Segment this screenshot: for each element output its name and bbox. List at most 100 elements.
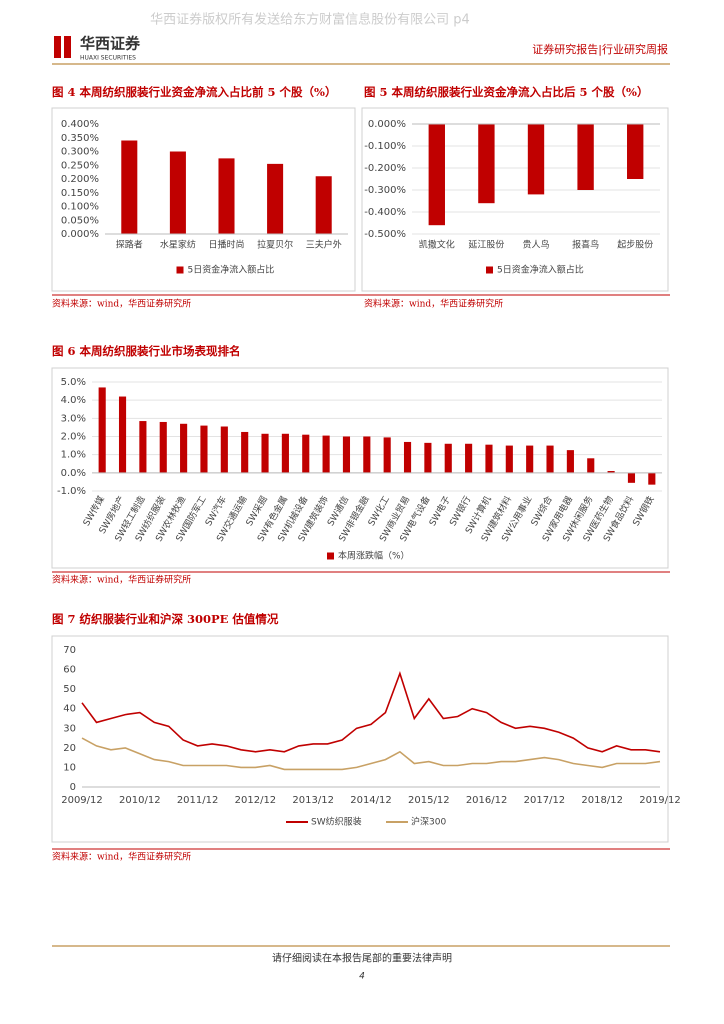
legend-label: 5日资金净流入额占比 <box>497 264 584 276</box>
y-tick-label: 70 <box>63 645 76 656</box>
bar <box>180 423 188 473</box>
x-tick-label: 水星家纺 <box>160 239 196 251</box>
bar <box>322 435 330 473</box>
chart-title: 图 6 本周纺织服装行业市场表现排名 <box>52 344 241 358</box>
y-tick-label: 1.0% <box>61 450 86 461</box>
x-tick-label: 贵人鸟 <box>522 239 549 251</box>
bar <box>587 458 595 473</box>
bar <box>169 151 186 234</box>
y-tick-label: 0.000% <box>61 229 99 240</box>
bar <box>566 450 574 473</box>
y-tick-label: 0.250% <box>61 160 99 171</box>
chart-title: 图 7 纺织服装行业和沪深 300PE 估值情况 <box>52 612 279 626</box>
watermark: 华西证券版权所有发送给东方财富信息股份有限公司 p4 <box>150 12 470 28</box>
legend-swatch <box>327 552 334 560</box>
x-tick-label: 2016/12 <box>466 795 508 806</box>
logo-icon <box>54 36 61 58</box>
x-tick-label: 日播时尚 <box>208 239 244 251</box>
bar <box>281 433 289 473</box>
x-tick-label: 2012/12 <box>235 795 277 806</box>
y-tick-label: 3.0% <box>61 413 86 424</box>
x-tick-label: 2015/12 <box>408 795 450 806</box>
bar <box>403 441 412 473</box>
x-tick-label: 2014/12 <box>350 795 392 806</box>
x-tick-label: 凯撒文化 <box>419 239 455 251</box>
source: 资料来源：wind，华西证券研究所 <box>52 851 191 863</box>
bar <box>139 421 147 473</box>
bar <box>342 436 351 473</box>
bar <box>526 445 534 473</box>
y-tick-label: 5.0% <box>61 377 86 388</box>
y-tick-label: 0.100% <box>61 202 99 213</box>
logo: 华西证券 <box>80 35 141 53</box>
line-series <box>81 737 661 771</box>
logo-icon <box>64 36 71 58</box>
bar <box>607 471 615 473</box>
legend-label: 5日资金净流入额占比 <box>188 264 275 276</box>
x-tick-label: 2011/12 <box>177 795 219 806</box>
y-tick-label: 0.050% <box>61 215 99 226</box>
y-tick-label: 10 <box>63 762 76 773</box>
bar <box>465 443 473 473</box>
bar <box>200 425 208 473</box>
bar <box>315 176 332 234</box>
chart-frame <box>51 367 669 569</box>
y-tick-label: -0.400% <box>364 207 406 218</box>
bar <box>505 445 513 473</box>
y-tick-label: -0.300% <box>364 185 406 196</box>
bar <box>478 124 495 204</box>
bar <box>98 387 106 473</box>
y-tick-label: 0.200% <box>61 174 99 185</box>
chart-title: 图 5 本周纺织服装行业资金净流入占比后 5 个股（%） <box>364 85 648 99</box>
y-tick-label: 40 <box>63 704 76 715</box>
x-tick-label: 2009/12 <box>61 795 103 806</box>
bar <box>648 472 656 485</box>
legend-swatch <box>486 266 493 274</box>
y-tick-label: -0.500% <box>364 229 406 240</box>
y-tick-label: 0.000% <box>368 119 406 130</box>
x-tick-label: 延江股份 <box>468 239 504 251</box>
line-series <box>81 671 661 753</box>
bar <box>302 434 310 473</box>
chart-frame <box>361 107 669 292</box>
bar <box>527 124 545 195</box>
bar <box>363 436 371 473</box>
chart-title: 图 4 本周纺织服装行业资金净流入占比前 5 个股（%） <box>52 85 336 99</box>
bar <box>546 445 554 473</box>
y-tick-label: 4.0% <box>61 395 86 406</box>
bar <box>444 443 452 473</box>
source: 资料来源：wind，华西证券研究所 <box>52 574 191 586</box>
y-tick-label: 0.400% <box>61 119 99 130</box>
bar <box>159 421 167 473</box>
footer-notice: 请仔细阅读在本报告尾部的重要法律声明 <box>272 952 452 965</box>
y-tick-label: 2.0% <box>61 432 86 443</box>
logo-en: HUAXI SECURITIES <box>80 55 136 62</box>
x-tick-label: 2017/12 <box>524 795 566 806</box>
bar <box>424 442 432 473</box>
source: 资料来源：wind，华西证券研究所 <box>52 298 191 310</box>
y-tick-label: 30 <box>63 723 76 734</box>
bar <box>485 444 493 473</box>
y-tick-label: -1.0% <box>57 486 86 497</box>
legend-swatch <box>176 266 184 274</box>
x-tick-label: 2013/12 <box>292 795 334 806</box>
bar <box>627 472 636 483</box>
x-tick-label: 探路者 <box>116 239 143 251</box>
legend-label: 本周涨跌幅（%） <box>338 550 410 562</box>
legend-label: 沪深300 <box>411 816 446 828</box>
y-tick-label: 50 <box>63 684 76 695</box>
y-tick-label: 0.0% <box>61 468 86 479</box>
bar <box>383 437 391 473</box>
x-tick-label: 2019/12 <box>639 795 681 806</box>
bar <box>121 140 138 234</box>
bar <box>428 124 445 226</box>
source: 资料来源：wind，华西证券研究所 <box>364 298 503 310</box>
y-tick-label: 60 <box>63 665 76 676</box>
y-tick-label: 0.150% <box>61 188 99 199</box>
y-tick-label: 0.300% <box>61 147 99 158</box>
bar <box>118 396 127 473</box>
page-number: 4 <box>359 972 365 982</box>
bar <box>218 158 235 234</box>
bar <box>261 433 269 473</box>
